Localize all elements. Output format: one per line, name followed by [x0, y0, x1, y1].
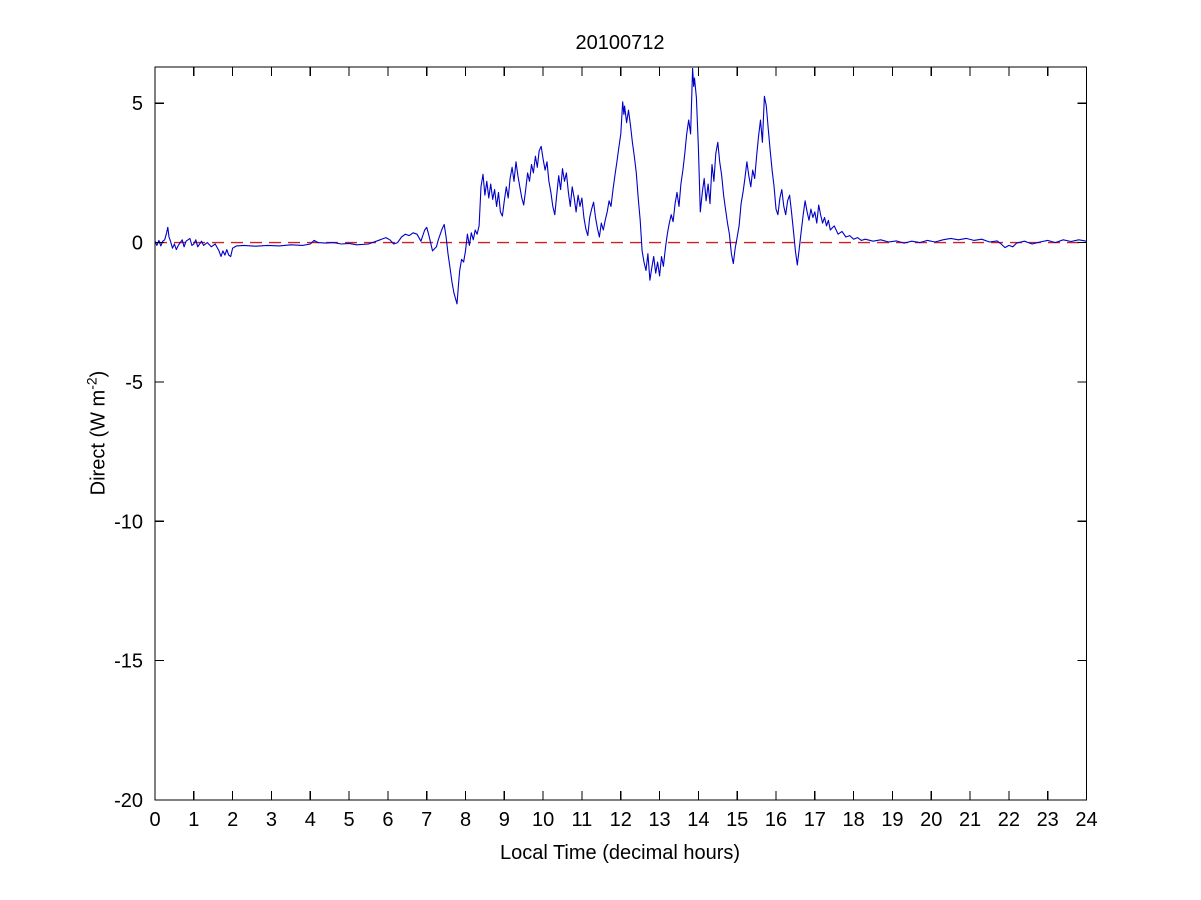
- x-tick-label: 3: [266, 809, 277, 831]
- y-tick-label: -5: [125, 372, 143, 394]
- y-tick-label: -20: [114, 790, 143, 812]
- x-tick-label: 20: [920, 809, 942, 831]
- y-axis-label: Direct (W m-2): [84, 371, 111, 496]
- x-tick-label: 13: [648, 809, 670, 831]
- x-tick-label: 24: [1075, 809, 1097, 831]
- x-tick-label: 10: [532, 809, 554, 831]
- y-tick-label: -10: [114, 511, 143, 533]
- x-tick-label: 2: [227, 809, 238, 831]
- x-tick-label: 19: [881, 809, 903, 831]
- x-tick-label: 21: [959, 809, 981, 831]
- x-tick-label: 8: [460, 809, 471, 831]
- x-tick-label: 11: [572, 809, 593, 831]
- axis-frame: [154, 66, 1088, 801]
- y-axis-label-text: Direct (W m: [87, 389, 110, 496]
- x-tick-label: 5: [344, 809, 355, 831]
- x-tick-label: 12: [610, 809, 632, 831]
- x-tick-label: 16: [765, 809, 787, 831]
- y-axis-label-suffix: ): [87, 370, 110, 378]
- y-tick-label: -15: [114, 651, 143, 673]
- x-tick-label: 0: [149, 809, 160, 831]
- x-tick-label: 4: [305, 809, 316, 831]
- x-tick-label: 9: [499, 809, 510, 831]
- x-tick-label: 15: [726, 809, 748, 831]
- x-tick-label: 1: [188, 809, 199, 831]
- x-tick-label: 18: [843, 809, 865, 831]
- y-axis-label-superscript: -2: [83, 377, 100, 390]
- x-tick-label: 14: [687, 809, 709, 831]
- x-tick-label: 6: [382, 809, 393, 831]
- plot-title: 20100712: [575, 32, 665, 54]
- x-tick-label: 22: [998, 809, 1020, 831]
- series-line-direct-irradiance: [154, 67, 1087, 305]
- x-tick-label: 23: [1037, 809, 1059, 831]
- x-axis-label: Local Time (decimal hours): [499, 842, 741, 864]
- y-tick-label: 0: [132, 233, 143, 255]
- y-tick-label: 5: [132, 93, 143, 115]
- x-tick-label: 7: [421, 809, 432, 831]
- x-tick-label: 17: [804, 809, 826, 831]
